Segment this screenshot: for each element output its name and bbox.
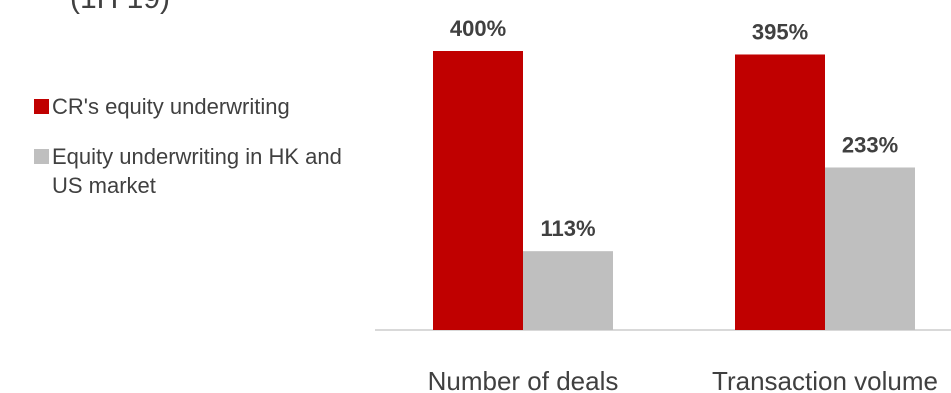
- data-label-market-1: 233%: [842, 132, 898, 157]
- data-label-cr-0: 400%: [450, 16, 506, 41]
- legend-swatch-red: [34, 99, 49, 114]
- chart-title-partial: (1H 19): [70, 0, 170, 16]
- legend-label-cr: CR's equity underwriting: [52, 94, 290, 119]
- bar-cr-1: [735, 54, 825, 331]
- bar-cr-0: [433, 51, 523, 330]
- category-label-0: Number of deals: [428, 366, 619, 393]
- legend-item-market: Equity underwriting in HK and US market: [30, 142, 352, 200]
- legend: CR's equity underwriting Equity underwri…: [30, 92, 352, 200]
- bar-market-1: [825, 167, 915, 330]
- legend-swatch-gray: [34, 149, 49, 164]
- legend-label-market: Equity underwriting in HK and US market: [52, 144, 342, 198]
- data-label-cr-1: 395%: [752, 19, 808, 44]
- bar-market-0: [523, 251, 613, 330]
- legend-item-cr: CR's equity underwriting: [30, 92, 352, 121]
- data-label-market-0: 113%: [540, 216, 595, 241]
- category-label-1: Transaction volume: [712, 366, 938, 393]
